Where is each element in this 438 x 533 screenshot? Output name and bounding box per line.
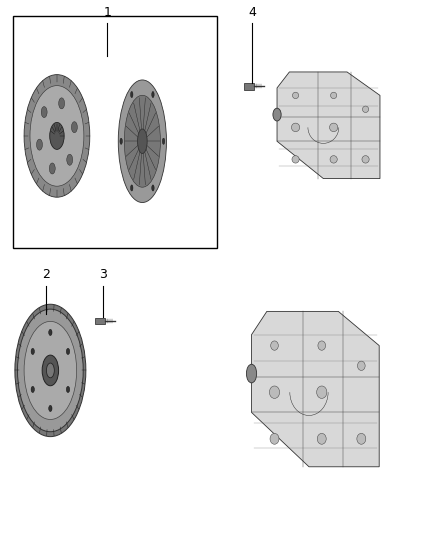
Ellipse shape [67,349,70,354]
Text: 4: 4 [248,6,256,19]
Ellipse shape [42,355,59,386]
Ellipse shape [18,309,83,432]
Ellipse shape [31,349,34,354]
Ellipse shape [273,108,281,121]
Ellipse shape [67,386,70,392]
Ellipse shape [49,406,52,411]
Ellipse shape [46,363,54,378]
Ellipse shape [331,92,337,99]
Ellipse shape [330,156,337,163]
Ellipse shape [363,106,369,112]
Ellipse shape [36,139,42,150]
Ellipse shape [15,304,86,437]
Ellipse shape [50,123,64,149]
Ellipse shape [357,433,366,444]
Ellipse shape [49,329,52,335]
Bar [13,16,217,248]
Ellipse shape [162,138,165,144]
Ellipse shape [24,75,90,197]
Ellipse shape [30,86,84,186]
Ellipse shape [124,95,160,187]
Ellipse shape [293,92,299,99]
Ellipse shape [118,80,166,203]
Ellipse shape [318,341,325,350]
Ellipse shape [329,123,338,132]
Ellipse shape [152,92,154,98]
Ellipse shape [49,163,55,174]
Ellipse shape [269,386,279,398]
FancyBboxPatch shape [244,83,254,90]
Ellipse shape [271,341,278,350]
Ellipse shape [24,321,77,419]
Ellipse shape [317,386,327,398]
Text: 1: 1 [103,6,111,19]
Ellipse shape [31,386,34,392]
Polygon shape [251,311,379,467]
FancyBboxPatch shape [95,318,105,324]
Ellipse shape [131,92,133,98]
Text: 2: 2 [42,269,50,281]
Polygon shape [277,72,380,179]
Ellipse shape [138,129,147,154]
Ellipse shape [131,185,133,191]
Ellipse shape [120,138,122,144]
Ellipse shape [247,364,257,383]
Text: 3: 3 [99,269,107,281]
Ellipse shape [270,433,279,444]
Ellipse shape [67,154,73,165]
Ellipse shape [71,122,78,133]
Ellipse shape [41,107,47,118]
Ellipse shape [362,156,369,163]
Ellipse shape [291,123,300,132]
Ellipse shape [152,185,154,191]
Ellipse shape [59,98,64,109]
Ellipse shape [292,156,299,163]
Ellipse shape [317,433,326,444]
Ellipse shape [357,361,365,370]
